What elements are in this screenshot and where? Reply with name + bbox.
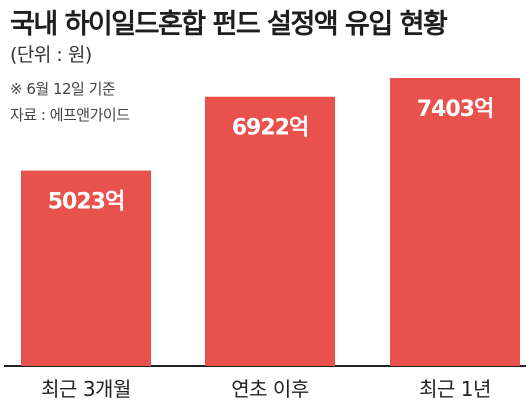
note-source: 자료 : 에프앤가이드: [10, 106, 130, 124]
unit-label: (단위 : 원): [10, 44, 92, 66]
bar-value-label-2: 6922억: [232, 116, 308, 141]
category-label-2: 연초 이후: [231, 377, 309, 401]
bar-2: [205, 96, 335, 367]
category-label-3: 최근 1년: [419, 377, 491, 401]
bar-value-label-1: 5023억: [48, 190, 124, 215]
bar-1: [21, 170, 151, 366]
bar-3: [390, 78, 520, 366]
note-date: ※ 6월 12일 기준: [10, 80, 116, 98]
bar-value-label-3: 7403억: [417, 97, 493, 122]
chart-title: 국내 하이일드혼합 펀드 설정액 유입 현황: [10, 9, 448, 40]
category-label-1: 최근 3개월: [41, 377, 131, 401]
